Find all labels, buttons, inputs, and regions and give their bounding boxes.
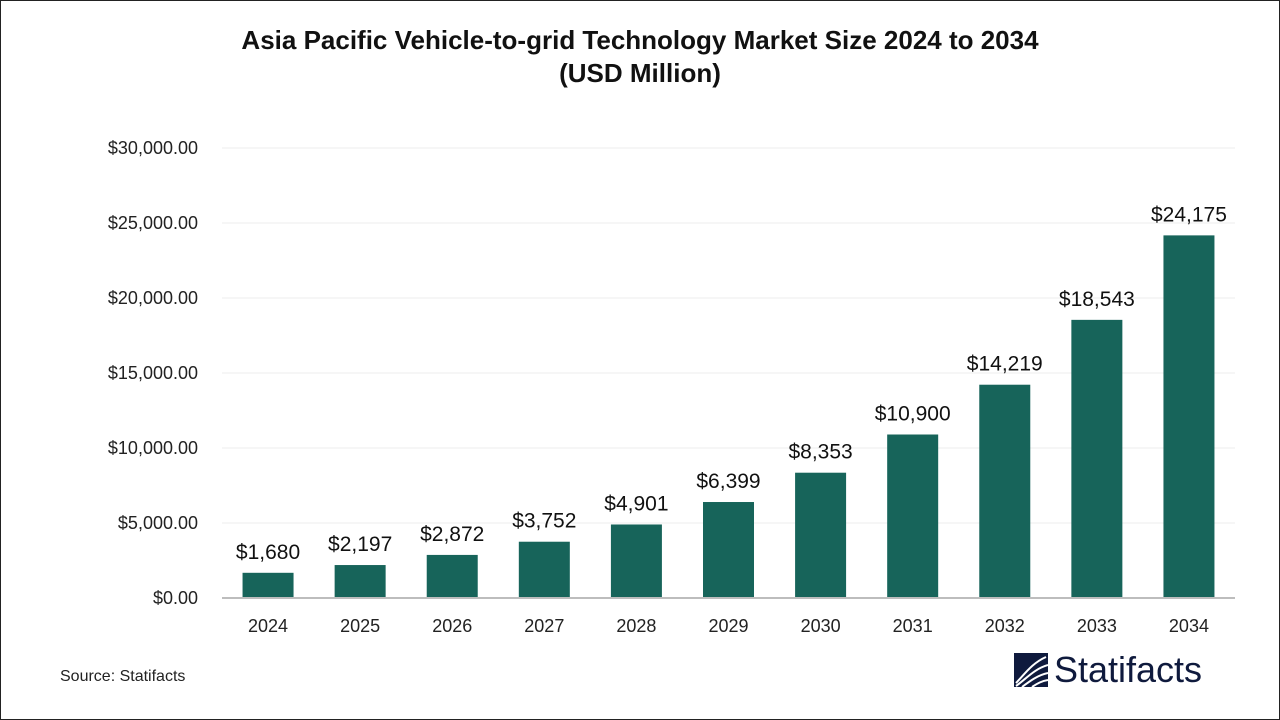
data-label: $3,752: [512, 510, 576, 533]
bar: [334, 565, 386, 598]
data-label: $1,680: [236, 541, 300, 564]
data-label: $10,900: [875, 403, 951, 426]
data-label: $4,901: [604, 492, 668, 515]
x-tick-label: 2027: [524, 616, 564, 636]
bar: [242, 572, 294, 598]
data-label: $18,543: [1059, 288, 1135, 311]
y-tick-label: $10,000.00: [108, 438, 198, 458]
bar: [1163, 235, 1215, 598]
x-tick-label: 2030: [801, 616, 841, 636]
data-label: $2,872: [420, 523, 484, 546]
y-tick-label: $5,000.00: [118, 513, 198, 533]
x-tick-label: 2025: [340, 616, 380, 636]
logo-text: Statifacts: [1054, 649, 1203, 690]
bar: [426, 554, 478, 598]
title-line-1: Asia Pacific Vehicle-to-grid Technology …: [241, 25, 1039, 55]
bar: [887, 434, 939, 598]
title-line-2: (USD Million): [559, 58, 721, 88]
bar: [610, 524, 662, 598]
x-tick-label: 2026: [432, 616, 472, 636]
x-tick-label: 2032: [985, 616, 1025, 636]
data-label: $6,399: [696, 470, 760, 493]
chart-title: Asia Pacific Vehicle-to-grid Technology …: [0, 24, 1280, 90]
y-tick-label: $0.00: [153, 588, 198, 608]
y-tick-label: $30,000.00: [108, 138, 198, 158]
data-label: $8,353: [788, 441, 852, 464]
x-tick-label: 2034: [1169, 616, 1209, 636]
bar: [703, 502, 754, 598]
bar: [795, 472, 847, 598]
source-note: Source: Statifacts: [60, 668, 186, 685]
y-tick-label: $15,000.00: [108, 363, 198, 383]
x-tick-label: 2024: [248, 616, 288, 636]
bar: [1071, 319, 1123, 598]
bar: [518, 541, 570, 598]
data-label: $14,219: [967, 353, 1043, 376]
logo-icon: [1014, 653, 1048, 687]
x-tick-label: 2033: [1077, 616, 1117, 636]
y-tick-label: $25,000.00: [108, 213, 198, 233]
y-tick-label: $20,000.00: [108, 288, 198, 308]
bar: [979, 384, 1031, 598]
data-label: $24,175: [1151, 203, 1227, 226]
data-label: $2,197: [328, 533, 392, 556]
x-tick-label: 2031: [893, 616, 933, 636]
x-tick-label: 2028: [616, 616, 656, 636]
statifacts-logo: Statifacts: [1014, 652, 1202, 688]
x-tick-label: 2029: [708, 616, 748, 636]
